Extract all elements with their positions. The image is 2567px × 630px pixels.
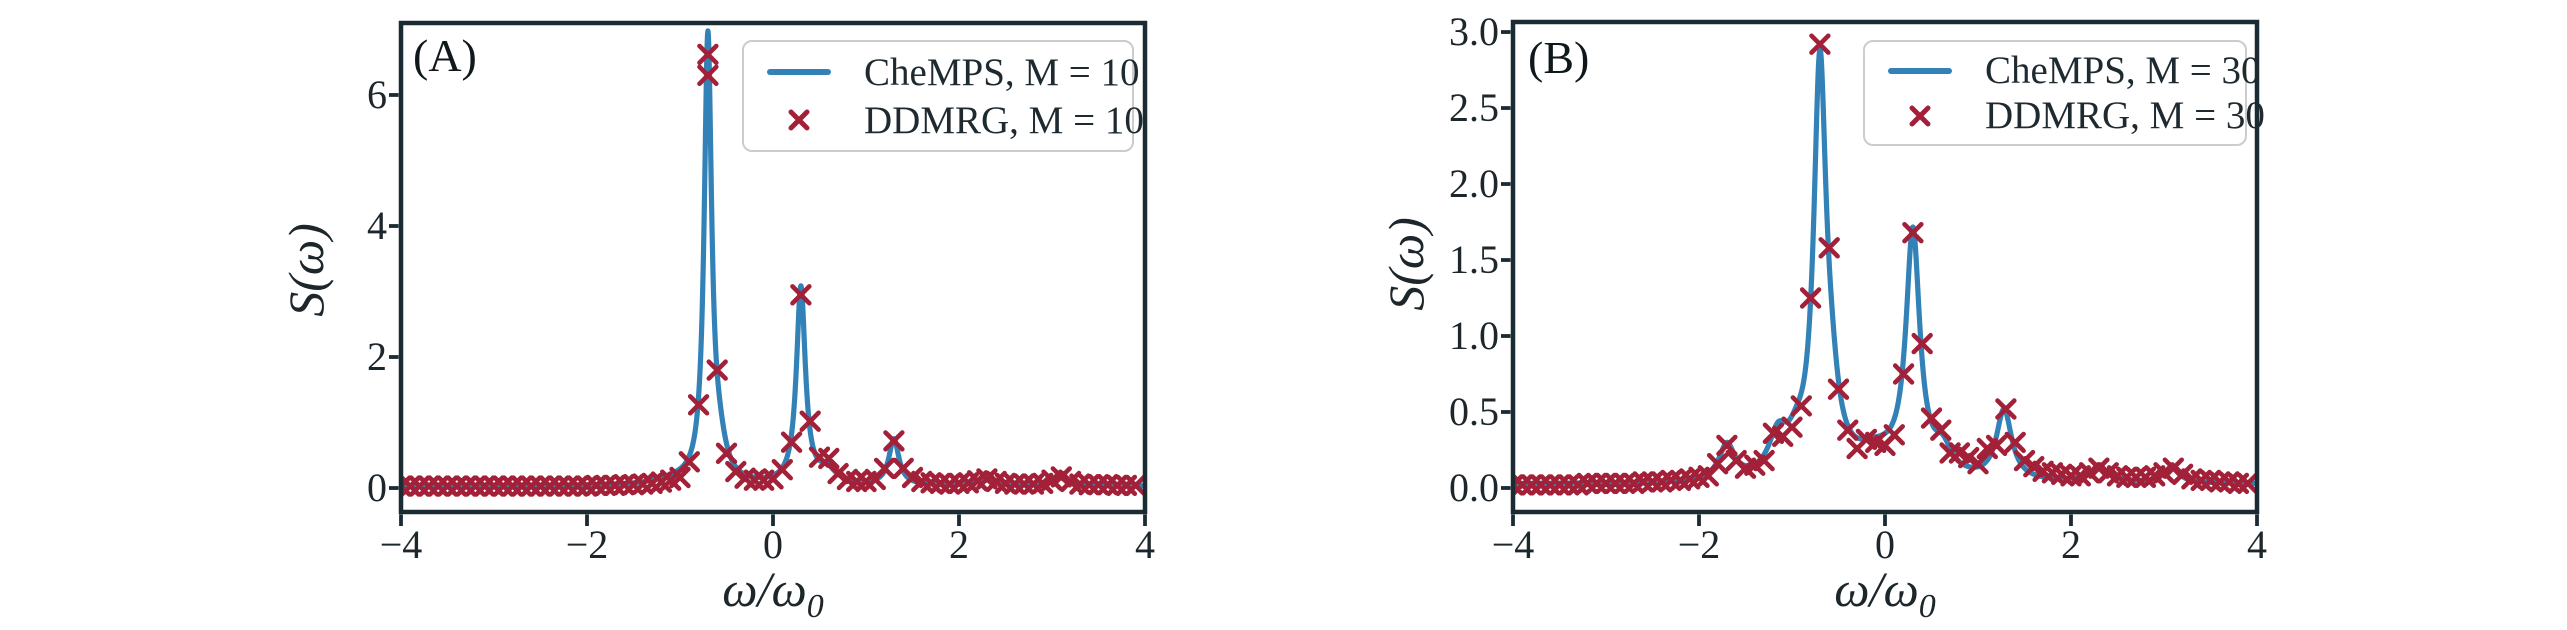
y-tick-label: 0 — [367, 465, 387, 511]
panel-0-data-area — [401, 28, 1145, 497]
y-tick-label: 0.0 — [1449, 464, 1499, 510]
axes-spines — [398, 20, 1148, 515]
y-tick-label: 0.5 — [1449, 388, 1499, 434]
panel-b-legend-label-ddmrg: DDMRG, M = 30 — [1985, 94, 2265, 137]
y-tick-label: 3.0 — [1449, 9, 1499, 55]
panel-a-label: (A) — [413, 30, 477, 81]
panel-a-legend-row-ddmrg: DDMRG, M = 10 — [760, 96, 1144, 144]
panel-b-legend: CheMPS, M = 30 DDMRG, M = 30 — [1863, 40, 2265, 146]
x-tick-label: −4 — [379, 522, 423, 567]
panel-b-x-axis-label-sub: 0 — [1918, 588, 1936, 625]
x-tick-label: 4 — [1135, 522, 1155, 567]
y-tick-label: 6 — [367, 71, 387, 117]
panel-a-legend: CheMPS, M = 10 DDMRG, M = 10 — [742, 40, 1144, 152]
panel-b-x-axis-label-text: ω/ω — [1834, 561, 1919, 617]
y-tick-label: 4 — [367, 203, 387, 248]
x-tick-label: −2 — [565, 522, 609, 567]
panel-b-label: (B) — [1528, 32, 1590, 83]
panel-b-legend-row-chemps: CheMPS, M = 30 — [1881, 48, 2261, 93]
panel-b-legend-row-ddmrg: DDMRG, M = 30 — [1881, 93, 2265, 138]
panel-b-x-axis-label: ω/ω0 — [1725, 554, 2045, 630]
x-tick-label: 0 — [1875, 522, 1895, 567]
y-tick-label: 2 — [367, 334, 387, 379]
panel-a-legend-label-ddmrg: DDMRG, M = 10 — [864, 98, 1144, 142]
panel-a-x-axis-label-text: ω/ω — [722, 561, 807, 617]
x-tick-label: −4 — [1491, 522, 1535, 567]
y-tick-label: 2.0 — [1449, 161, 1499, 207]
panel-a-legend-row-chemps: CheMPS, M = 10 — [760, 48, 1140, 96]
ddmrg-markers — [401, 43, 1145, 497]
y-tick-label: 1.5 — [1449, 237, 1499, 282]
x-marker-icon — [1881, 101, 1959, 131]
line-swatch-icon — [760, 69, 838, 75]
ddmrg-markers — [1513, 33, 2257, 496]
panel-1-data-area — [1513, 33, 2257, 496]
x-tick-label: 0 — [763, 522, 783, 567]
x-marker-icon — [760, 105, 838, 135]
panel-a-x-axis-label: ω/ω0 — [613, 554, 933, 630]
y-tick-label: 1.0 — [1449, 313, 1499, 358]
y-tick-label: 2.5 — [1449, 85, 1499, 131]
x-tick-label: 2 — [949, 522, 969, 567]
x-tick-label: 4 — [2247, 522, 2267, 567]
x-tick-label: −2 — [1677, 522, 1721, 567]
x-tick-label: 2 — [2061, 522, 2081, 567]
panel-b-legend-label-chemps: CheMPS, M = 30 — [1985, 49, 2261, 92]
line-swatch-icon — [1881, 67, 1959, 74]
axes-spines — [1510, 19, 2260, 515]
panel-a-x-axis-label-sub: 0 — [806, 588, 824, 625]
panel-a-legend-label-chemps: CheMPS, M = 10 — [864, 50, 1140, 94]
